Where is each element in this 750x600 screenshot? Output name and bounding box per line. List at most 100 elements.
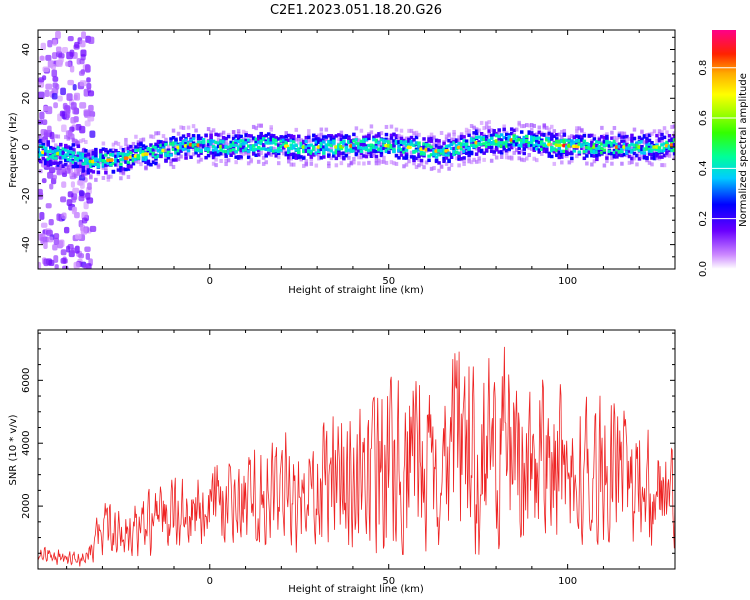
spectrogram-cell [464,151,469,156]
spectrogram-cell [73,261,80,269]
spectrogram-cell [412,138,416,142]
spectrogram-cell [201,138,206,142]
spectrogram-cell [417,152,421,157]
spectrogram-cell [39,151,43,155]
spectrogram-cell [332,151,336,155]
spectrogram-cell [231,148,236,152]
spectrogram-cell [504,151,509,156]
spectrogram-cell [545,149,549,154]
spectrogram-cell [171,164,176,169]
spectrogram-cell [324,143,329,147]
spectrogram-cell [85,252,90,260]
spectrogram-cell [422,137,426,141]
spectrogram-cell [52,174,58,180]
spectrogram-cell [134,157,138,161]
spectrogram-cell [276,143,281,147]
spectrogram-cell [254,137,258,141]
spectrogram-cell [422,144,426,148]
spectrogram-cell [69,155,73,159]
spectrogram-cell [83,201,89,210]
spectrogram-cell [60,196,67,203]
spectrogram-cell [184,141,188,146]
spectrogram-cell [547,131,552,136]
spectrogram-cell [287,153,291,157]
spectrogram-cell [565,151,569,155]
spectrogram-cell [657,146,662,150]
spectrogram-cell [404,156,409,160]
spectrogram-cell [607,140,612,145]
snr-xtick-label: 50 [382,576,395,587]
spectrogram-cell [161,146,166,150]
spectrogram-cell [377,141,381,145]
spectrogram-cell [352,139,356,143]
spectrogram-cell [487,145,491,149]
spectrogram-cell [264,160,268,165]
spectrogram-cell [111,142,116,147]
spectrogram-cell [206,147,211,151]
spectrogram-cell [121,171,126,176]
spectrogram-cell [645,133,649,138]
spectrogram-cell [191,144,196,148]
spectrogram-cell [297,155,301,160]
spectrogram-cell [211,145,216,149]
spectrogram-cell [224,144,228,148]
spectrogram-cell [226,151,231,155]
spectrogram-cell [221,137,226,141]
spectrogram-cell [322,151,326,155]
spectrogram-cell [69,163,73,168]
spectrogram-cell [59,156,63,160]
spectrogram-cell [384,137,389,142]
spectrogram-cell [384,148,389,152]
spectrogram-cell [529,143,534,147]
spectrogram-cell [154,159,158,164]
spectrogram-cell [555,133,559,137]
spectrogram-cell [52,76,59,82]
spectrogram-cell [504,140,509,144]
spectrogram-cell [56,170,61,175]
spectrogram-cell [219,151,223,156]
spectrogram-cell [144,160,148,165]
spectrogram-cell [655,155,659,160]
spectrogram-cell [645,158,649,163]
spectrogram-cell [99,148,103,153]
spectrogram-cell [374,143,379,148]
spectrogram-ytick-label: 0 [21,144,32,150]
spectrogram-cell [547,133,552,138]
spectrogram-cell [224,151,228,156]
spectrogram-cell [572,140,577,144]
spectrogram-cell [585,145,589,150]
spectrogram-cell [454,147,459,151]
spectrogram-cell [577,140,582,145]
spectrogram-cell [540,142,544,146]
spectrogram-cell [667,138,672,143]
spectrogram-cell [459,150,464,155]
spectrogram-cell [224,141,228,146]
spectrogram-cell [234,155,238,159]
spectrogram-cell [214,163,218,168]
spectrogram-cell [557,151,562,155]
spectrogram-cell [522,147,526,151]
spectrogram-cell [567,139,572,143]
spectrogram-cell [657,129,662,134]
spectrogram-cell [622,135,627,139]
spectrogram-cell [645,137,649,141]
spectrogram-cell [106,150,111,154]
spectrogram-cell [379,131,384,136]
spectrogram-cell [136,159,141,164]
spectrogram-cell [264,133,268,138]
spectrogram-cell [394,153,399,158]
spectrogram-cell [492,129,496,133]
spectrogram-cell [474,159,479,164]
spectrogram-cell [489,136,494,140]
spectrogram-cell [236,145,241,149]
spectrogram-cell [72,187,80,194]
spectrogram-cell [387,140,391,144]
spectrogram-cell [196,136,201,141]
spectrogram-cell [79,139,83,144]
spectrogram-cell [46,143,51,147]
spectrogram-cell [540,151,544,156]
spectrogram-cell [309,155,314,159]
spectrogram-cell [537,150,542,154]
spectrogram-cell [84,157,88,161]
spectrogram-cell [44,146,48,150]
